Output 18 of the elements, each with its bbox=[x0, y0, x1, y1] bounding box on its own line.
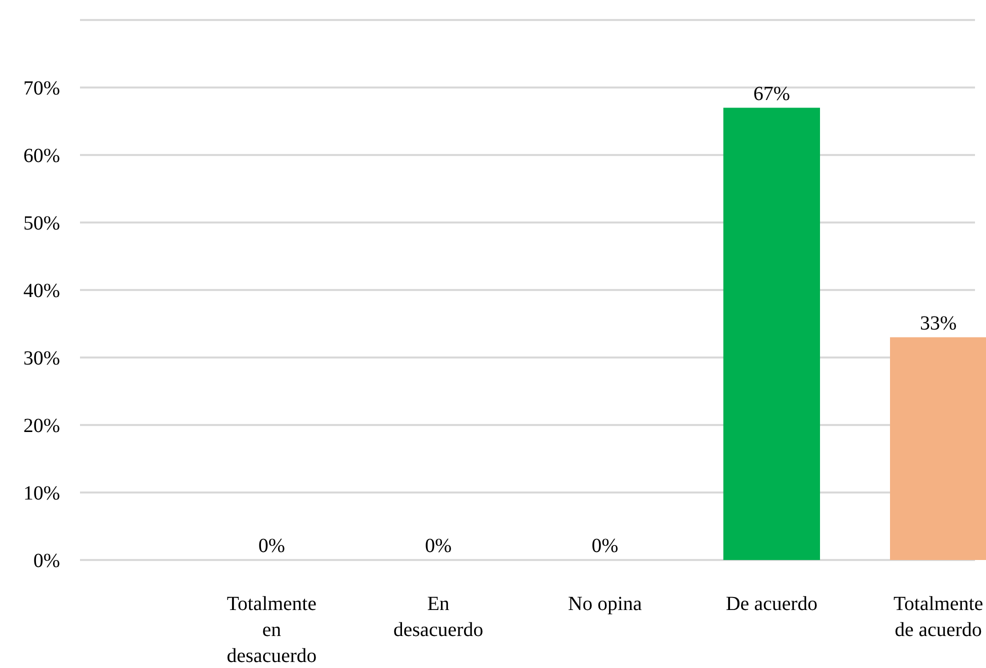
x-tick-label: De acuerdo bbox=[726, 593, 818, 615]
data-label: 0% bbox=[592, 535, 618, 557]
data-label: 0% bbox=[424, 535, 452, 557]
y-tick-label: 0% bbox=[33, 550, 60, 572]
y-tick-label: 30% bbox=[23, 348, 60, 370]
y-tick-label: 70% bbox=[23, 78, 60, 100]
x-tick-label: Totalmente en desacuerdo bbox=[226, 593, 317, 667]
x-tick-label: Totalmente de acuerdo bbox=[893, 593, 984, 641]
data-label: 67% bbox=[753, 82, 790, 105]
data-label: 33% bbox=[920, 312, 957, 334]
data-label: 0% bbox=[258, 535, 286, 557]
y-tick-label: 10% bbox=[23, 482, 60, 504]
x-tick-label: En desacuerdo bbox=[393, 593, 484, 641]
y-tick-label: 50% bbox=[23, 212, 60, 234]
x-tick-label: No opina bbox=[568, 593, 642, 615]
y-tick-label: 40% bbox=[23, 280, 60, 302]
y-tick-label: 60% bbox=[23, 145, 60, 167]
y-tick-label: 20% bbox=[23, 415, 60, 437]
